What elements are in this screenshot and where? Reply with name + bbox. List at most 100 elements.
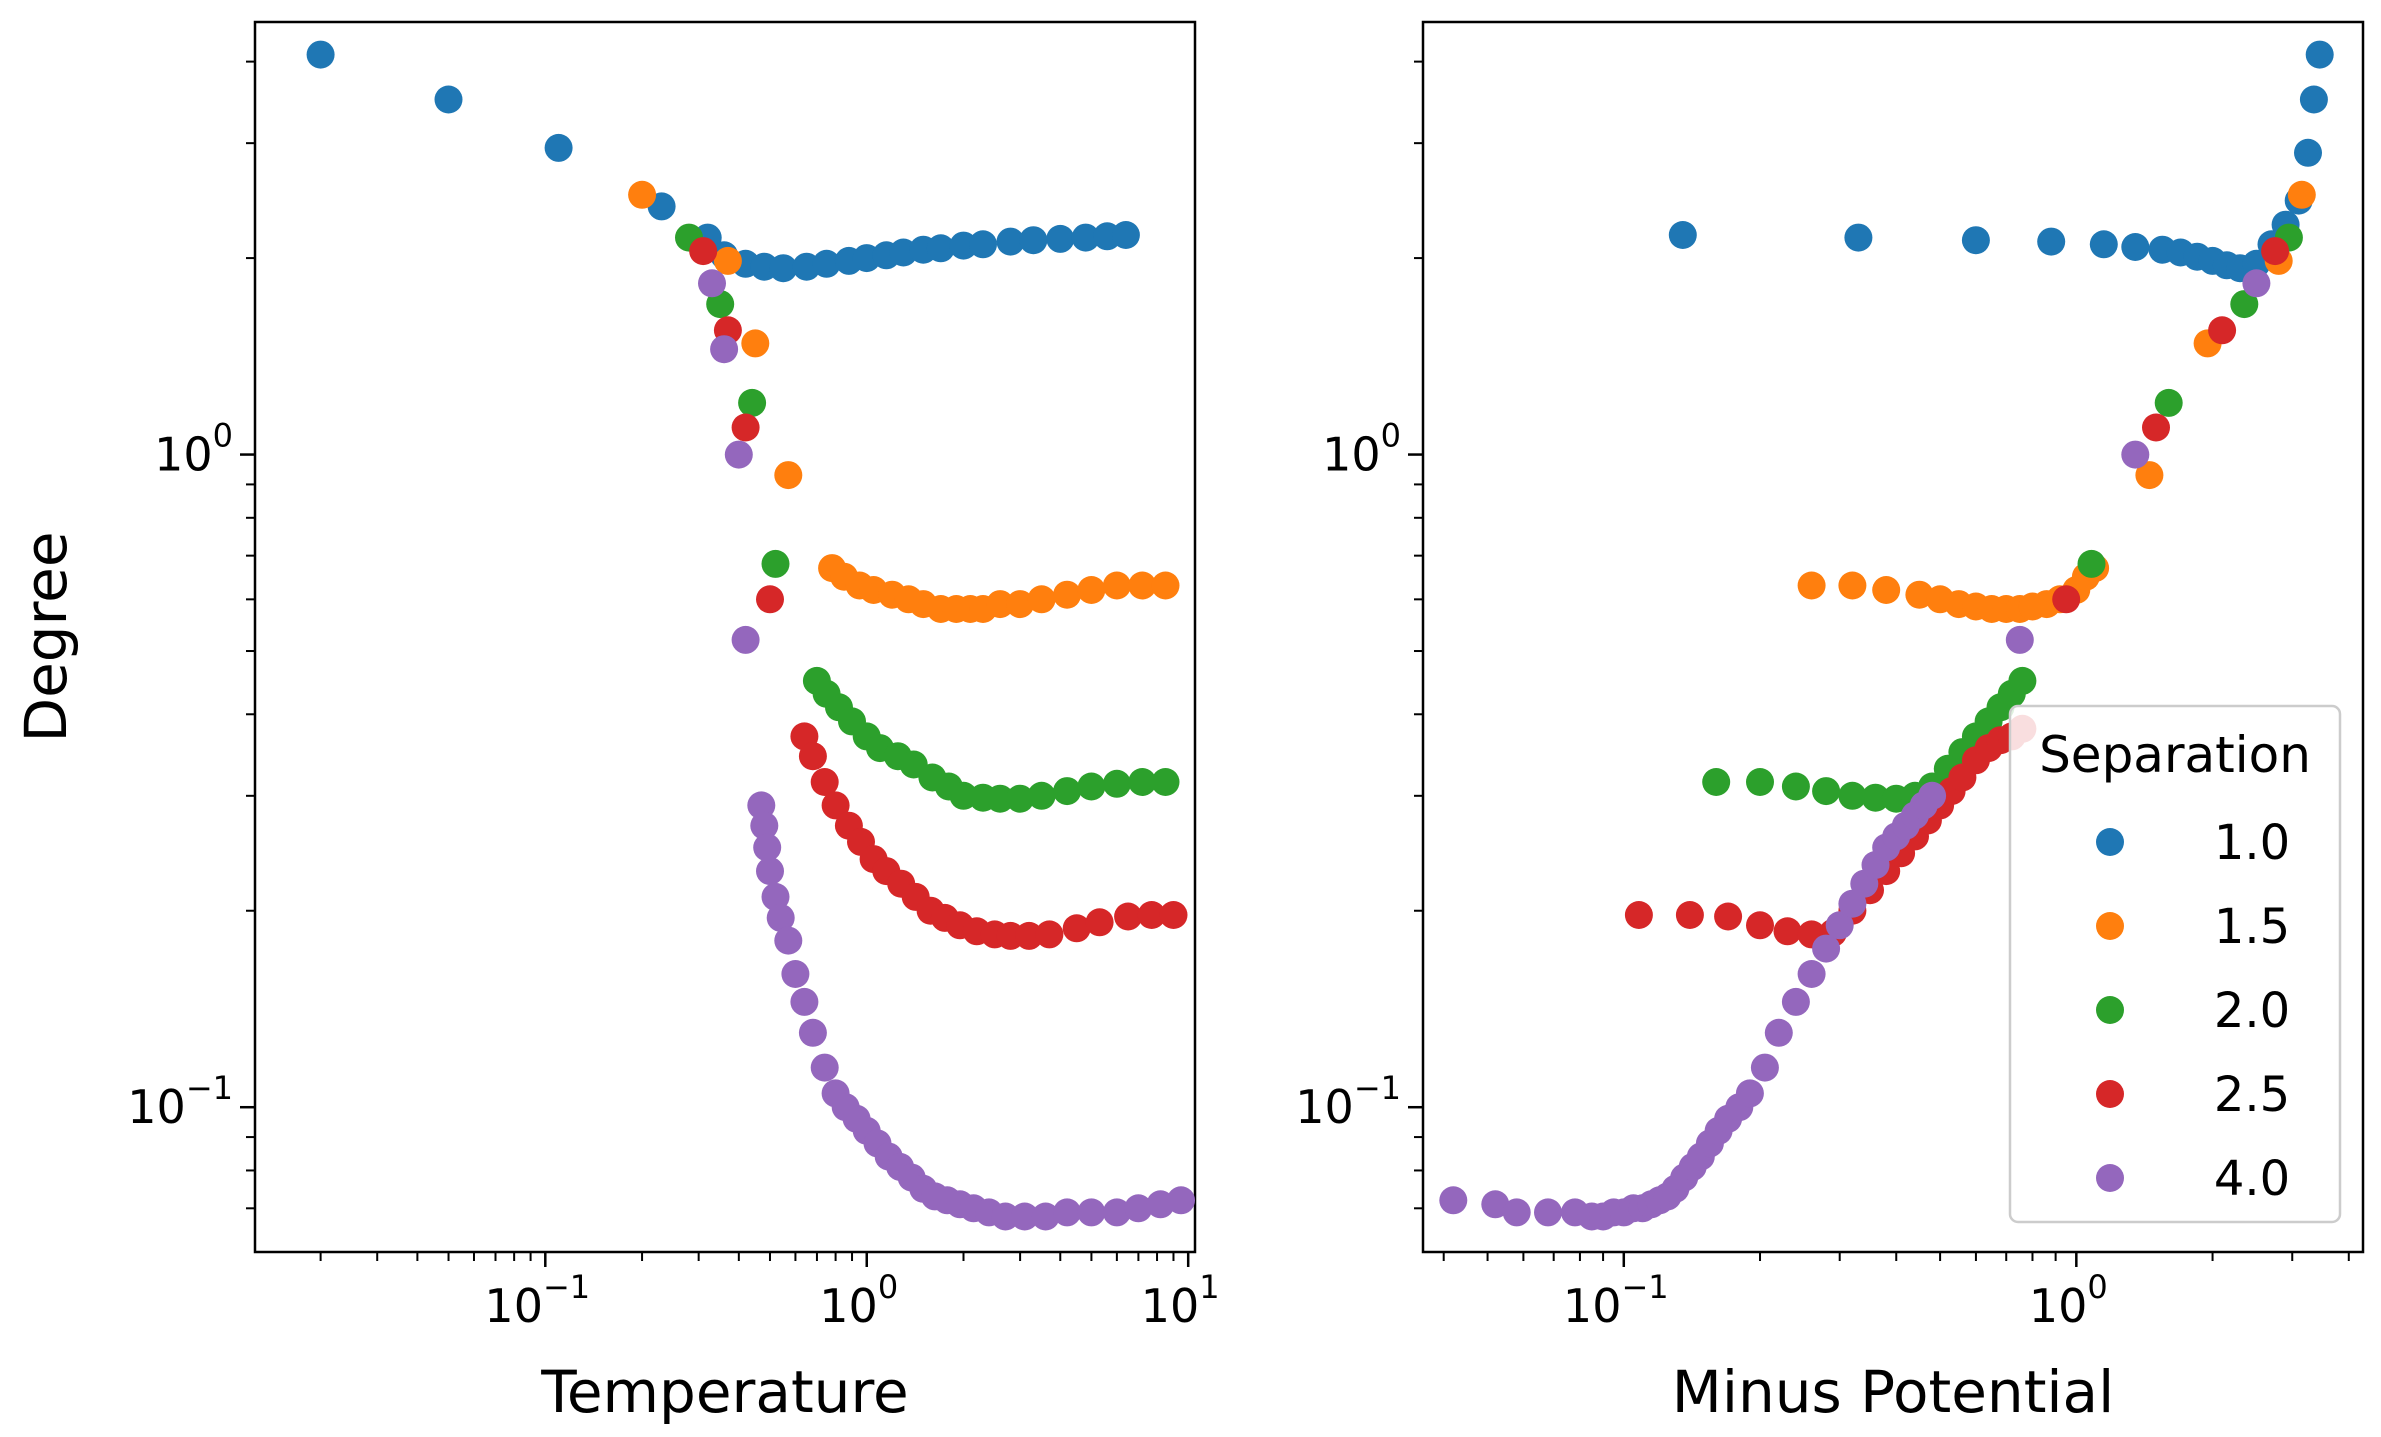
data-point <box>698 269 726 298</box>
data-point <box>810 768 839 796</box>
x-tick-base: 10 <box>819 1279 878 1333</box>
data-point <box>1077 772 1106 801</box>
data-point <box>1027 781 1056 810</box>
y-tick-label: 100 <box>154 417 233 482</box>
data-point <box>1167 1186 1195 1215</box>
x-tick-label: 10−1 <box>1563 1268 1669 1333</box>
data-point <box>926 234 955 263</box>
x-tick-label: 100 <box>819 1268 898 1333</box>
data-point <box>1481 1190 1510 1219</box>
data-point <box>1006 590 1035 619</box>
series-2.5 <box>689 237 1188 950</box>
data-point <box>2005 625 2034 654</box>
data-point <box>1027 585 1056 614</box>
data-point <box>2294 138 2322 167</box>
data-point <box>724 440 753 469</box>
data-point <box>1861 783 1890 812</box>
series-4.0 <box>698 269 1195 1231</box>
y-axis-title: Degree <box>12 531 80 742</box>
data-point <box>1151 571 1180 600</box>
series-1.5 <box>628 180 1180 623</box>
data-point <box>1439 1186 1468 1215</box>
legend-marker <box>2096 1080 2124 1108</box>
data-point <box>753 833 782 862</box>
data-point <box>810 1053 839 1082</box>
data-point <box>1534 1198 1562 1227</box>
data-point <box>1035 920 1064 949</box>
data-point <box>812 249 841 278</box>
data-point <box>2305 40 2334 69</box>
data-point <box>2121 233 2150 261</box>
x-axis-title: Temperature <box>540 1358 908 1426</box>
legend-marker <box>2096 1164 2124 1192</box>
x-tick-exponent: −1 <box>543 1268 590 1306</box>
data-point <box>769 254 798 283</box>
data-point <box>1714 902 1743 931</box>
data-point <box>306 40 335 69</box>
y-tick-label: 10−1 <box>1295 1069 1401 1134</box>
data-point <box>689 237 718 266</box>
data-point <box>2037 227 2066 256</box>
data-point <box>821 791 850 820</box>
data-point <box>1702 768 1731 796</box>
data-point <box>1773 917 1802 946</box>
data-point <box>434 85 463 114</box>
data-point <box>1812 934 1841 963</box>
data-point <box>996 227 1025 256</box>
data-point <box>1746 768 1774 796</box>
data-point <box>741 329 770 358</box>
axes-frame <box>253 20 1197 1254</box>
data-point <box>1918 781 1947 810</box>
data-point <box>1046 224 1075 253</box>
data-point <box>1675 901 1704 929</box>
data-point <box>1077 1198 1106 1227</box>
data-point <box>1102 571 1131 600</box>
y-tick-exponent: 0 <box>1381 417 1401 455</box>
data-point <box>1019 226 1048 255</box>
data-point <box>1114 902 1143 931</box>
data-point <box>1102 769 1131 798</box>
data-point <box>774 461 803 490</box>
data-point <box>1159 901 1188 929</box>
data-point <box>761 549 790 578</box>
data-point <box>2242 269 2271 298</box>
x-tick-label: 100 <box>2029 1268 2108 1333</box>
x-tick-base: 10 <box>1563 1279 1622 1333</box>
data-point <box>2154 388 2183 417</box>
data-point <box>781 960 810 988</box>
data-point <box>1102 1198 1131 1227</box>
legend-label: 4.0 <box>2214 1151 2290 1207</box>
y-tick-base: 10 <box>1295 1080 1354 1134</box>
data-point <box>713 246 742 275</box>
data-point <box>2261 237 2290 266</box>
data-point <box>798 742 827 771</box>
data-point <box>1838 781 1867 810</box>
data-point <box>1137 901 1166 929</box>
legend-marker <box>2096 996 2124 1024</box>
data-point <box>750 811 779 840</box>
data-point <box>756 585 784 614</box>
data-point <box>1961 226 1990 255</box>
data-point <box>766 903 795 932</box>
legend-title: Separation <box>2039 726 2311 784</box>
y-tick-exponent: 0 <box>213 417 233 455</box>
data-point <box>2208 316 2237 345</box>
y-tick-base: 10 <box>154 428 213 482</box>
legend-label: 1.0 <box>2214 815 2290 871</box>
data-point <box>1053 580 1082 609</box>
data-point <box>1502 1198 1531 1227</box>
x-tick-exponent: 0 <box>2087 1268 2107 1306</box>
y-tick-exponent: −1 <box>186 1069 233 1107</box>
y-tick-label: 10−1 <box>127 1069 233 1134</box>
x-axis-title: Minus Potential <box>1672 1358 2114 1426</box>
y-tick-label: 100 <box>1322 417 1401 482</box>
data-point <box>2299 85 2328 114</box>
legend-marker <box>2096 912 2124 940</box>
y-tick-base: 10 <box>1322 428 1381 482</box>
data-point <box>1006 784 1035 813</box>
data-point <box>1624 901 1653 929</box>
data-point <box>1062 914 1091 943</box>
